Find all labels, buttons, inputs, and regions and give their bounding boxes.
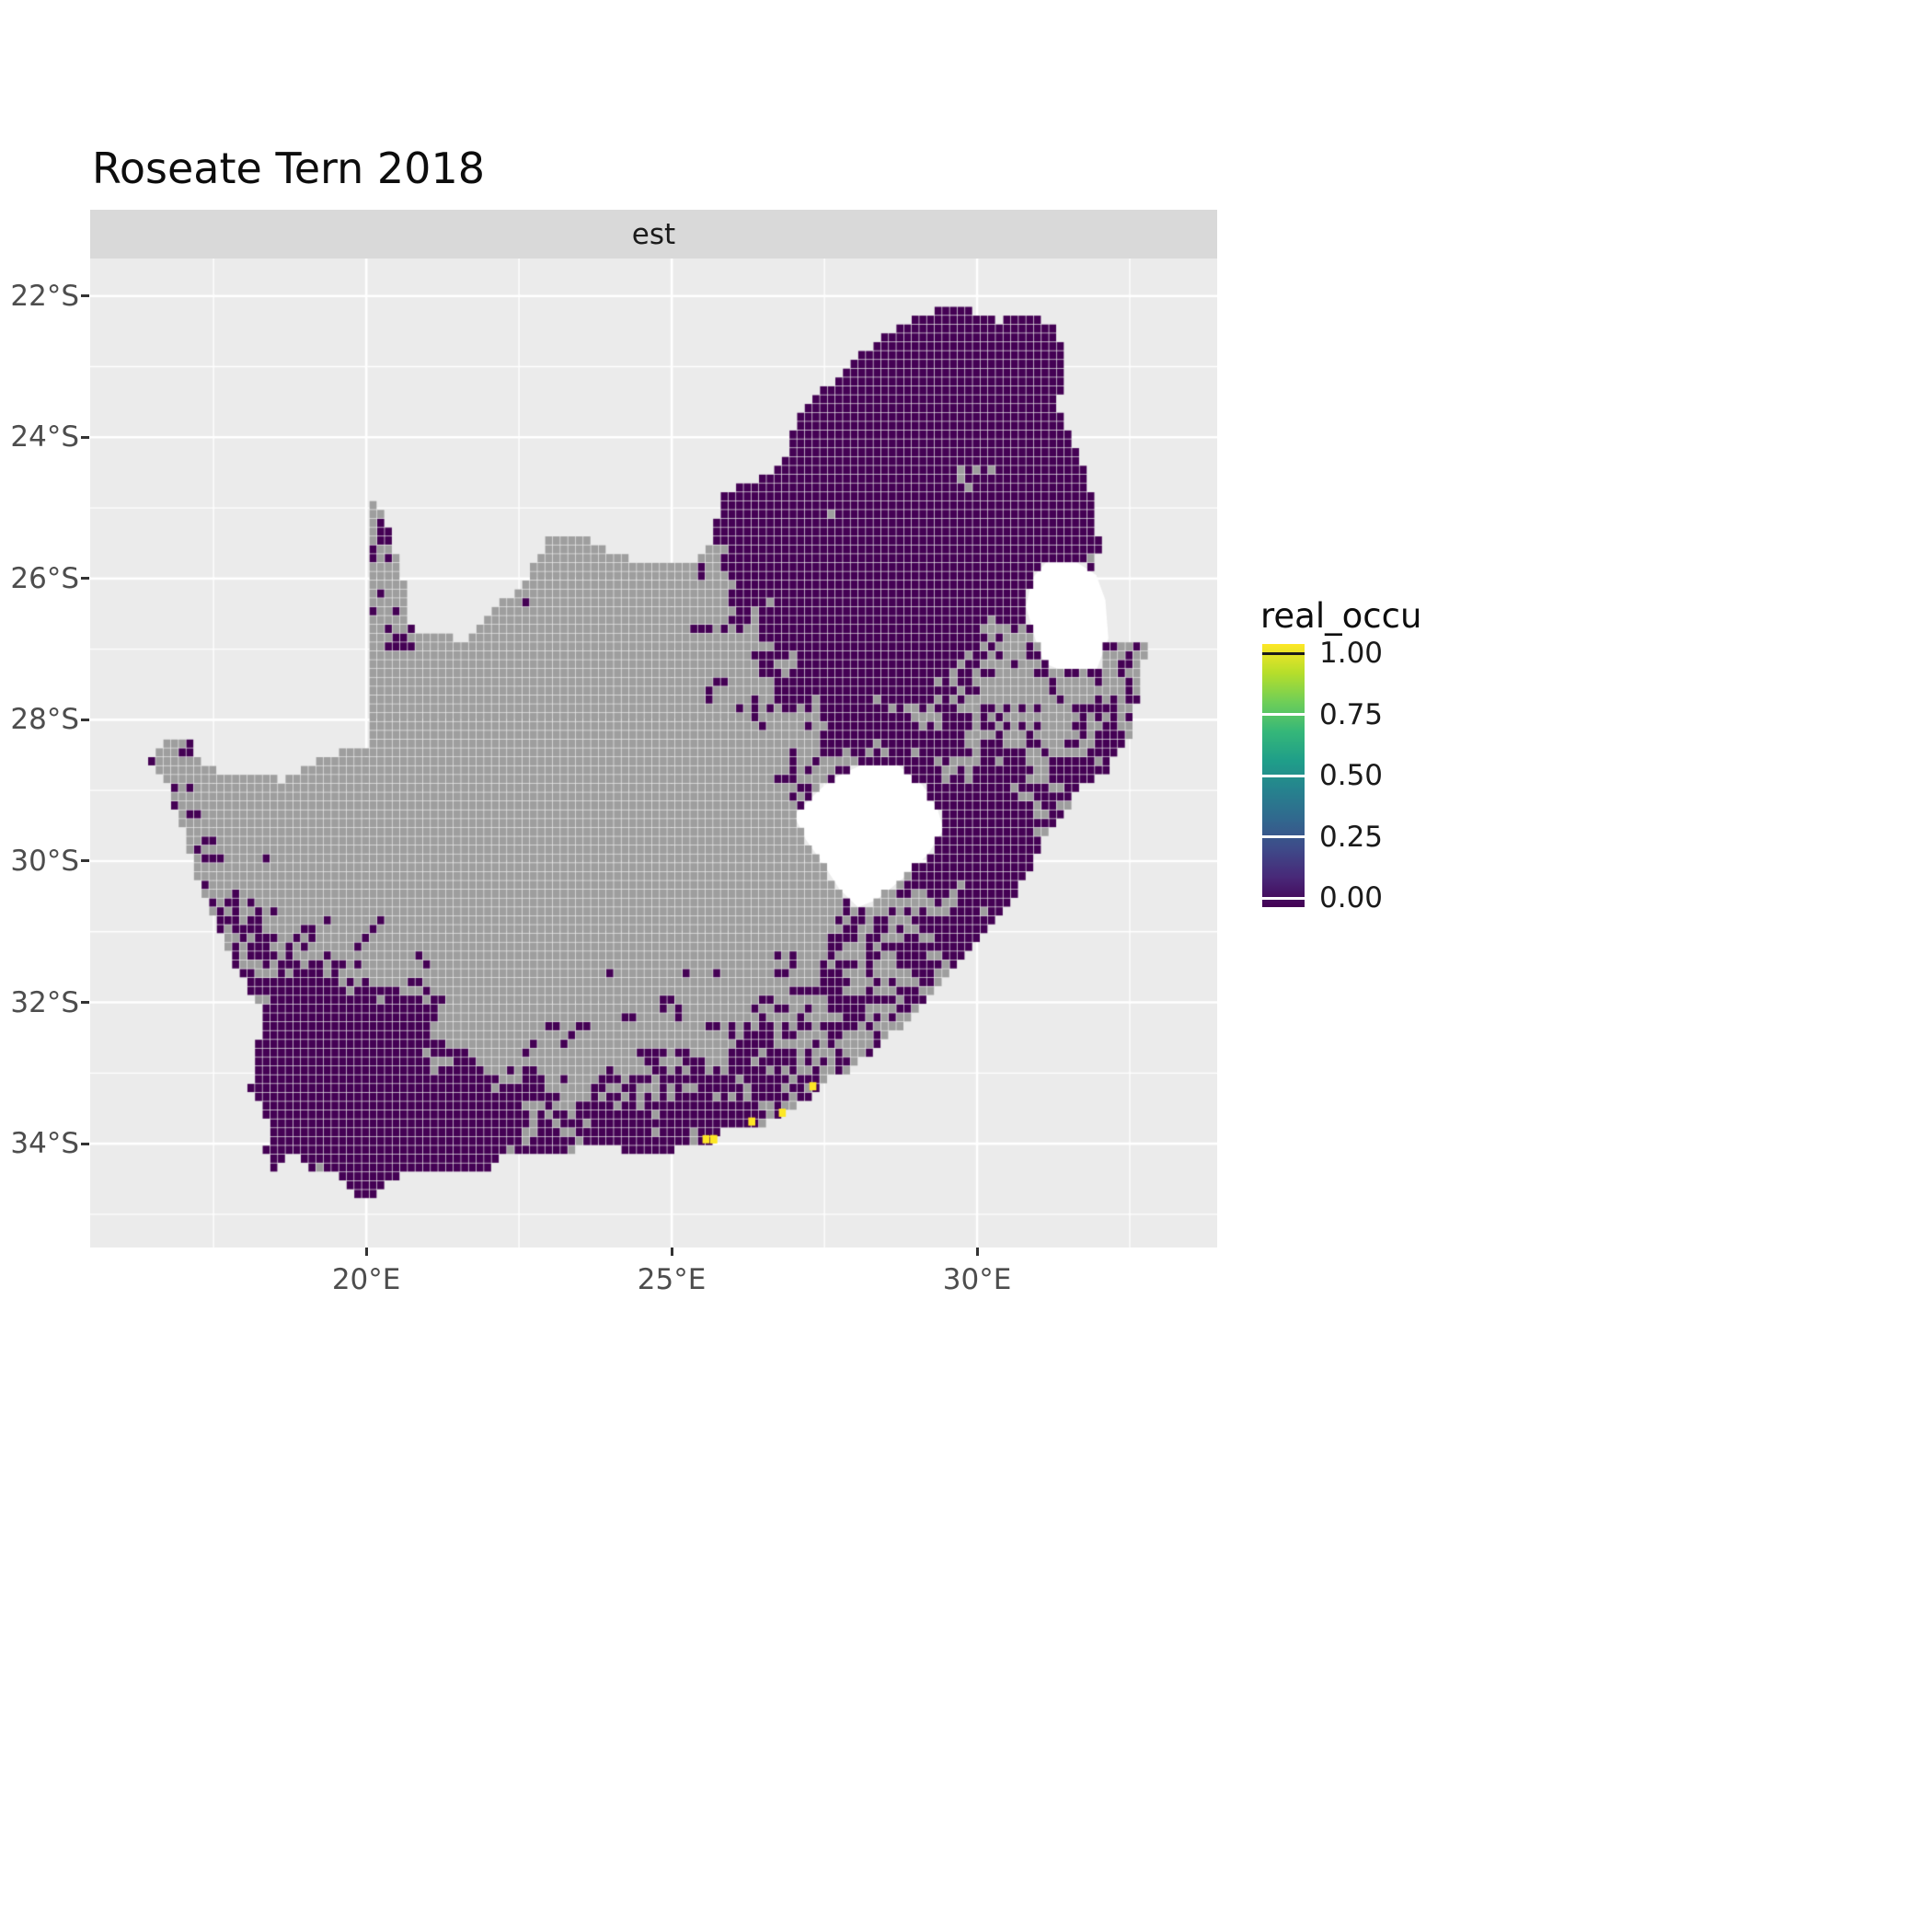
- plot-panel: [90, 259, 1217, 1248]
- y-axis-tick-label: 32°S: [10, 985, 79, 1019]
- legend-title: real_occu: [1260, 596, 1422, 636]
- x-axis-tick-mark: [975, 1248, 979, 1256]
- facet-strip-label: est: [631, 217, 676, 251]
- y-axis-tick-mark: [81, 1142, 89, 1145]
- y-axis-tick-label: 22°S: [10, 279, 79, 313]
- x-axis-tick-label: 30°E: [942, 1263, 1012, 1296]
- legend-tick-label: 0.50: [1319, 759, 1384, 792]
- x-axis-tick-mark: [364, 1248, 368, 1256]
- legend-tick-mark: [1262, 835, 1305, 838]
- legend-tick-mark: [1262, 651, 1305, 655]
- y-axis-tick-label: 34°S: [10, 1127, 79, 1161]
- legend-tick-label: 1.00: [1319, 637, 1384, 670]
- occupancy-map-canvas: [90, 259, 1217, 1248]
- y-axis-tick-mark: [81, 718, 89, 721]
- facet-strip: est: [90, 210, 1217, 259]
- x-axis-tick-label: 25°E: [637, 1263, 707, 1296]
- legend-tick-label: 0.75: [1319, 697, 1384, 731]
- legend-tick-mark: [1262, 774, 1305, 777]
- y-axis-tick-mark: [81, 1001, 89, 1005]
- y-axis-tick-label: 28°S: [10, 703, 79, 737]
- legend-tick-mark: [1262, 713, 1305, 716]
- y-axis-tick-mark: [81, 435, 89, 439]
- plot-title: Roseate Tern 2018: [92, 144, 485, 193]
- y-axis-tick-label: 30°S: [10, 844, 79, 878]
- y-axis-tick-mark: [81, 294, 89, 298]
- y-axis-tick-mark: [81, 577, 89, 581]
- x-axis-tick-label: 20°E: [331, 1263, 401, 1296]
- x-axis-tick-mark: [670, 1248, 673, 1256]
- legend-tick-label: 0.00: [1319, 881, 1384, 914]
- y-axis-tick-mark: [81, 859, 89, 863]
- legend-tick-label: 0.25: [1319, 820, 1384, 854]
- y-axis-tick-label: 24°S: [10, 420, 79, 454]
- legend-tick-mark: [1262, 896, 1305, 900]
- y-axis-tick-label: 26°S: [10, 561, 79, 595]
